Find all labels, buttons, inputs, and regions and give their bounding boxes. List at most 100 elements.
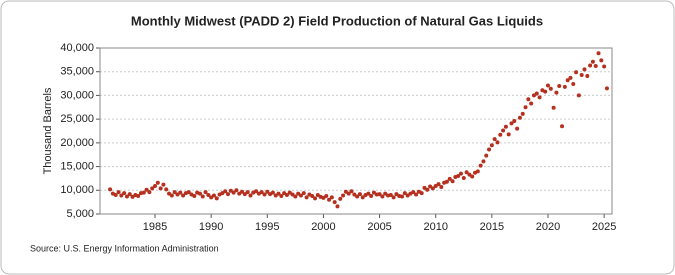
point: [282, 191, 287, 196]
point: [327, 197, 332, 202]
point: [301, 191, 306, 196]
point: [526, 97, 531, 102]
point: [273, 193, 278, 198]
point: [475, 169, 480, 174]
point: [279, 193, 284, 198]
point: [209, 195, 214, 200]
point: [355, 194, 360, 199]
point: [206, 193, 211, 198]
y-axis-label: Thousand Barrels: [42, 87, 54, 174]
point: [226, 192, 230, 197]
point: [562, 84, 567, 89]
x-tick-label: 1990: [199, 221, 223, 233]
x-tick-label: 2020: [536, 221, 560, 233]
point: [223, 189, 228, 194]
point: [113, 193, 118, 198]
point: [360, 195, 365, 200]
point: [517, 115, 522, 120]
point: [470, 174, 475, 179]
point: [321, 195, 326, 200]
point: [484, 153, 489, 158]
point: [310, 193, 315, 198]
point: [335, 204, 340, 209]
point: [394, 192, 399, 197]
point: [108, 187, 113, 192]
point: [582, 67, 587, 72]
point: [461, 175, 466, 180]
point: [447, 176, 452, 181]
point: [450, 179, 455, 184]
point: [164, 187, 169, 192]
x-tick-label: 1985: [143, 221, 167, 233]
point: [130, 194, 135, 199]
point: [400, 194, 405, 199]
point: [537, 95, 542, 100]
y-tick-label: 10,000: [60, 184, 94, 196]
point: [315, 193, 320, 198]
point: [439, 184, 444, 189]
point: [495, 140, 500, 145]
point: [588, 63, 593, 68]
point: [548, 86, 553, 91]
point: [366, 191, 371, 196]
point: [467, 172, 472, 177]
point: [478, 163, 483, 168]
point: [332, 200, 337, 205]
point: [329, 195, 334, 200]
point: [534, 91, 539, 96]
point: [419, 191, 424, 196]
point: [265, 189, 270, 194]
point: [481, 159, 486, 164]
point: [259, 190, 264, 195]
point: [456, 174, 461, 179]
point: [153, 184, 158, 189]
point: [203, 190, 208, 195]
point: [554, 90, 559, 95]
point: [604, 86, 609, 91]
point: [357, 192, 362, 197]
point: [509, 121, 514, 126]
point: [304, 195, 309, 200]
point: [298, 193, 303, 198]
point: [178, 190, 183, 195]
point: [380, 194, 385, 199]
point: [175, 192, 180, 197]
point: [383, 191, 388, 196]
point: [324, 193, 329, 198]
point: [546, 83, 550, 88]
point: [284, 193, 289, 198]
point: [506, 132, 511, 137]
point: [116, 190, 121, 195]
point: [240, 189, 245, 194]
point: [349, 189, 354, 194]
point: [161, 182, 166, 187]
point: [144, 187, 149, 192]
x-tick-label: 2010: [423, 221, 447, 233]
point: [430, 186, 435, 191]
point: [214, 196, 219, 201]
point: [557, 83, 562, 88]
point: [531, 93, 536, 98]
point: [200, 194, 205, 199]
point: [124, 194, 129, 199]
point: [346, 191, 351, 196]
y-tick-label: 40,000: [60, 42, 94, 54]
point: [501, 128, 506, 133]
chart-title: Monthly Midwest (PADD 2) Field Productio…: [131, 13, 543, 28]
point: [585, 73, 590, 78]
point: [186, 190, 191, 195]
point: [543, 89, 548, 94]
point: [422, 185, 427, 190]
point: [503, 124, 508, 129]
point: [425, 187, 430, 192]
point: [127, 192, 132, 197]
point: [270, 190, 275, 195]
y-tick-label: 20,000: [60, 137, 94, 149]
point: [574, 70, 579, 75]
point: [596, 51, 601, 56]
point: [414, 192, 419, 197]
point: [411, 190, 416, 195]
point: [122, 191, 127, 196]
